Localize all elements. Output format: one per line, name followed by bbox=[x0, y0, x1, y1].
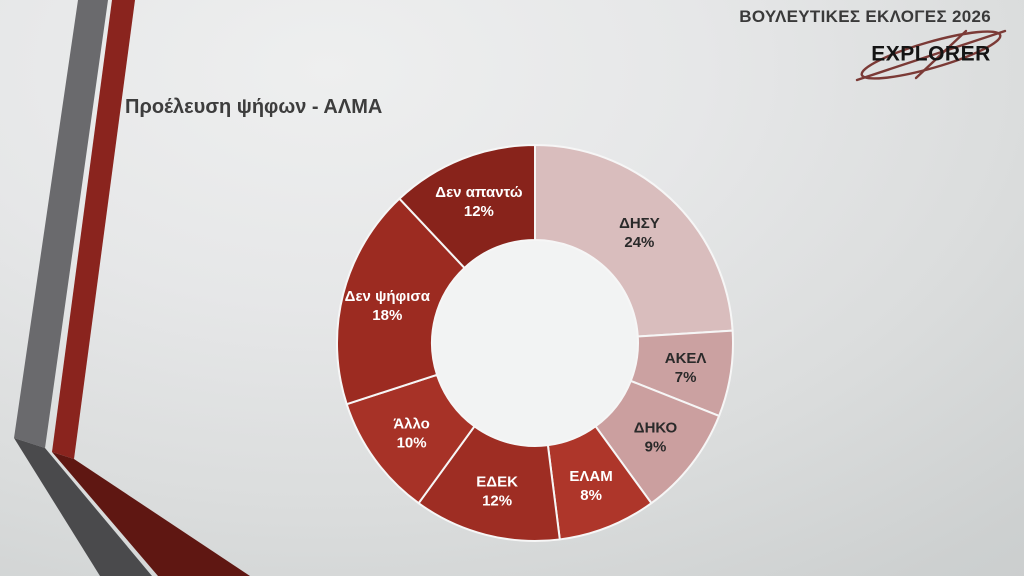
donut-slice-8 bbox=[398, 144, 536, 269]
donut-slice-label-1: ΔΗΣΥ 24% bbox=[619, 215, 660, 251]
donut-slice-label-6: Άλλο 10% bbox=[393, 416, 430, 452]
explorer-logo-swoosh-icon bbox=[855, 29, 1007, 82]
explorer-logo-text: EXPLORER bbox=[871, 42, 991, 66]
donut-slice-label-7: Δεν ψήφισα 18% bbox=[345, 288, 431, 324]
donut-slice-7 bbox=[336, 197, 466, 406]
election-header-title: ΒΟΥΛΕΥΤΙΚΕΣ ΕΚΛΟΓΕΣ 2026 bbox=[739, 7, 991, 26]
donut-slice-label-4: ΕΛΑΜ 8% bbox=[569, 468, 612, 504]
explorer-logo: EXPLORER bbox=[854, 24, 1008, 90]
donut-slice-label-3: ΔΗΚΟ 9% bbox=[634, 420, 678, 456]
slide-title: Προέλευση ψήφων - ΑΛΜΑ bbox=[125, 96, 383, 118]
donut-slice-label-8: Δεν απαντώ 12% bbox=[435, 184, 523, 220]
donut-slice-label-5: ΕΔΕΚ 12% bbox=[476, 474, 518, 510]
donut-slice-1 bbox=[534, 144, 734, 338]
donut-hole bbox=[432, 240, 638, 446]
donut-slice-label-2: ΑΚΕΛ 7% bbox=[665, 350, 707, 386]
